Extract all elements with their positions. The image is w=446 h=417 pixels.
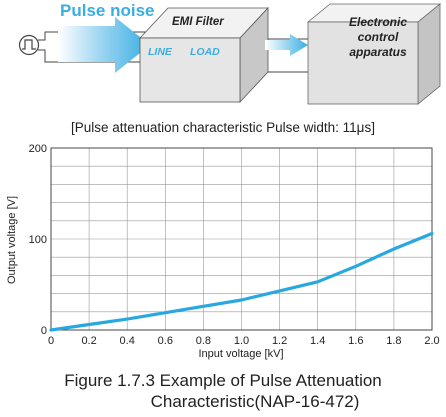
- caption-line-1: Figure 1.7.3 Example of Pulse Attenuatio…: [64, 371, 382, 390]
- caption-line-2: Characteristic(NAP-16-472): [150, 392, 360, 411]
- electronic-apparatus-box: Electronic control apparatus: [306, 3, 442, 105]
- x-tick-label: 0.4: [120, 335, 135, 347]
- x-tick-label: 2.0: [424, 335, 439, 347]
- filter-load-label: LOAD: [190, 46, 220, 58]
- emi-filter-diagram: Pulse noise EMI Filter LINE LOAD Electro…: [18, 1, 442, 105]
- y-tick-label: 200: [29, 143, 47, 155]
- figure-caption: Figure 1.7.3 Example of Pulse Attenuatio…: [0, 370, 446, 412]
- emi-filter-box: EMI Filter LINE LOAD: [139, 6, 269, 104]
- plot-frame: [50, 147, 433, 331]
- x-tick-label: 1.2: [272, 335, 287, 347]
- pulse-noise-arrow: [58, 17, 150, 73]
- chart-title: [Pulse attenuation characteristic Pulse …: [71, 120, 375, 135]
- filter-line-label: LINE: [148, 46, 173, 58]
- axis-layer: 0 0.2 0.4 0.6 0.8 1.0 1.2 1.4 1.6 1.8 2.0 0 100 200: [29, 143, 440, 347]
- x-tick-label: 1.4: [310, 335, 325, 347]
- x-tick-label: 0.8: [196, 335, 211, 347]
- grid-layer: [51, 148, 432, 330]
- series-layer: [49, 231, 434, 332]
- apparatus-label-line3: apparatus: [349, 45, 407, 59]
- apparatus-label-line1: Electronic: [349, 15, 407, 29]
- series-line: [49, 231, 434, 332]
- x-tick-label: 1.8: [386, 335, 401, 347]
- x-tick-label: 0: [48, 335, 54, 347]
- x-tick-label: 0.2: [81, 335, 96, 347]
- filtered-output-arrow: [265, 34, 308, 56]
- x-tick-label: 1.6: [348, 335, 363, 347]
- x-tick-label: 0.6: [158, 335, 173, 347]
- y-tick-label: 100: [29, 234, 47, 246]
- emi-filter-title: EMI Filter: [172, 16, 224, 28]
- y-axis-label: Output voltage [V]: [6, 196, 18, 284]
- y-tick-label: 0: [41, 325, 47, 337]
- x-tick-label: 1.0: [234, 335, 249, 347]
- apparatus-label-line2: control: [358, 30, 399, 44]
- pulse-noise-label: Pulse noise: [60, 1, 154, 20]
- pulse-generator-icon: [18, 34, 40, 56]
- x-axis-label: Input voltage [kV]: [199, 348, 284, 360]
